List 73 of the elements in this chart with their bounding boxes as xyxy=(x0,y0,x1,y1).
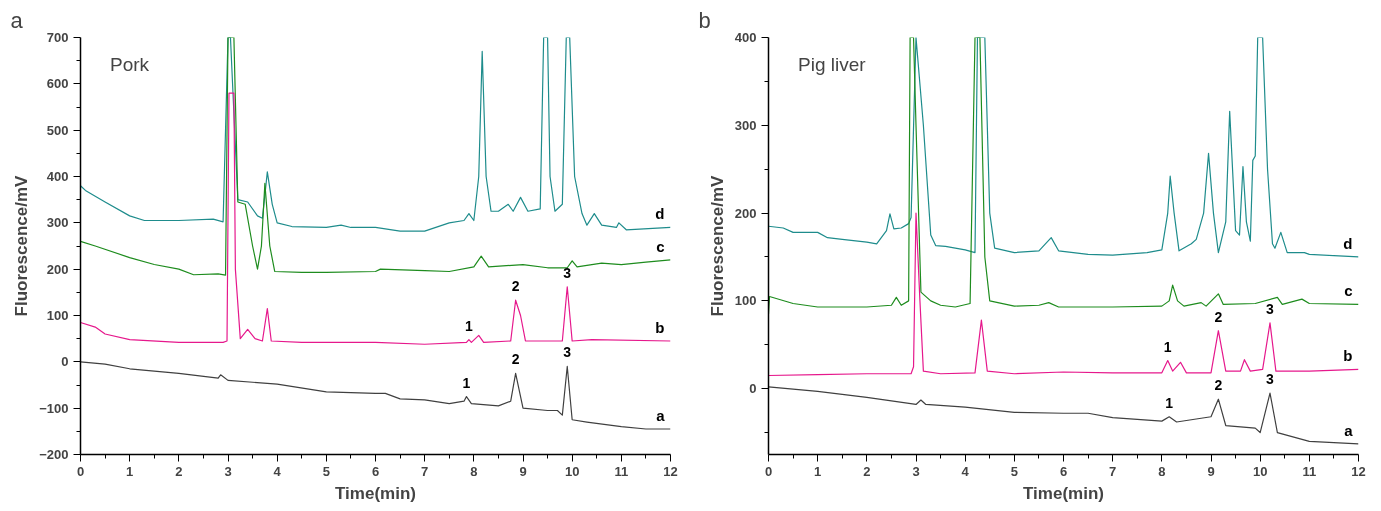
annotation: 1 xyxy=(1165,394,1174,411)
series-label: a xyxy=(656,407,666,425)
y-tick-label: −100 xyxy=(39,400,69,416)
x-tick-label: 7 xyxy=(421,463,429,479)
x-tick-label: 9 xyxy=(519,463,527,479)
y-tick-label: 200 xyxy=(46,261,69,277)
x-tick-label: 11 xyxy=(614,463,629,479)
text: Pig liver xyxy=(798,54,867,76)
line-series xyxy=(80,37,671,276)
y-tick-label: 500 xyxy=(46,122,69,138)
y-tick-label: 700 xyxy=(46,30,69,45)
text: Pork xyxy=(110,54,150,76)
x-tick-label: 12 xyxy=(663,463,678,479)
x-tick-label: 3 xyxy=(912,463,920,479)
x-tick-label: 1 xyxy=(814,463,822,479)
line-series xyxy=(80,92,671,345)
annotation: 2 xyxy=(1214,377,1223,394)
annotation: 3 xyxy=(563,264,572,281)
annotation: 1 xyxy=(462,374,471,391)
x-tick-label: 2 xyxy=(175,463,183,479)
annotation: 3 xyxy=(1266,300,1275,317)
annotation: 2 xyxy=(1214,308,1223,325)
x-tick-label: 5 xyxy=(322,463,330,479)
line-series xyxy=(80,37,671,232)
x-tick-label: 0 xyxy=(76,463,85,479)
series-label: d xyxy=(1343,234,1353,252)
x-tick-label: 0 xyxy=(764,463,773,479)
series-label: d xyxy=(655,205,665,223)
x-tick-label: 7 xyxy=(1109,463,1117,479)
x-tick-label: 3 xyxy=(224,463,232,479)
x-tick-label: 2 xyxy=(863,463,871,479)
y-tick-label: 100 xyxy=(734,293,757,309)
y-tick-label: 200 xyxy=(734,205,757,221)
y-tick-label: 400 xyxy=(46,169,69,184)
x-tick-label: 6 xyxy=(371,463,380,479)
x-tick-label: 8 xyxy=(1158,463,1166,479)
x-axis-title: Time(min) xyxy=(335,483,416,503)
annotation: 2 xyxy=(511,278,520,295)
x-axis-title: Time(min) xyxy=(1023,483,1104,503)
y-tick-label: −200 xyxy=(39,447,69,462)
y-axis-title: Fluorescence/mV xyxy=(12,174,32,317)
text: b xyxy=(698,7,711,33)
x-tick-label: 4 xyxy=(961,463,970,479)
x-tick-label: 12 xyxy=(1351,463,1366,479)
annotation: 2 xyxy=(511,351,520,368)
x-tick-label: 6 xyxy=(1059,463,1068,479)
series-label: b xyxy=(1343,347,1353,365)
y-tick-label: 400 xyxy=(734,30,757,45)
y-tick-label: 600 xyxy=(46,76,69,92)
y-tick-label: 300 xyxy=(734,117,757,133)
x-tick-label: 10 xyxy=(1252,463,1268,479)
text: a xyxy=(10,7,24,33)
x-tick-label: 9 xyxy=(1207,463,1215,479)
y-tick-label: 0 xyxy=(61,354,69,370)
x-tick-label: 1 xyxy=(126,463,134,479)
annotation: 1 xyxy=(1163,338,1172,355)
x-tick-label: 11 xyxy=(1302,463,1317,479)
series-label: b xyxy=(655,318,665,336)
y-tick-label: 100 xyxy=(46,308,69,323)
x-tick-label: 8 xyxy=(470,463,478,479)
annotation: 1 xyxy=(465,317,474,334)
series-label: c xyxy=(656,237,665,255)
series-label: c xyxy=(1344,282,1353,300)
annotation: 3 xyxy=(1266,371,1275,388)
x-tick-label: 4 xyxy=(273,463,282,479)
line-series xyxy=(768,37,1359,258)
series-label: a xyxy=(1344,421,1354,439)
y-axis-title: Fluorescence/mV xyxy=(707,174,727,317)
x-tick-label: 10 xyxy=(564,463,580,479)
x-tick-label: 5 xyxy=(1010,463,1018,479)
y-tick-label: 300 xyxy=(46,215,69,231)
annotation: 3 xyxy=(563,344,572,361)
y-tick-label: 0 xyxy=(749,381,757,397)
